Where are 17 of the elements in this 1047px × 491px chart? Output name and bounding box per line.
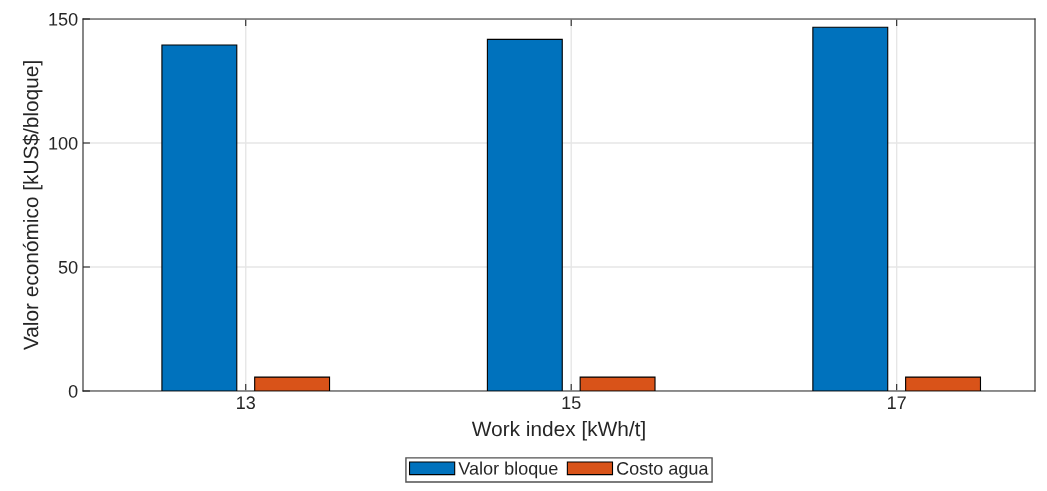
y-tick-label: 0 xyxy=(68,384,78,398)
y-tick-label: 150 xyxy=(49,12,78,26)
x-axis-title: Work index [kWh/t] xyxy=(471,421,645,441)
x-tick-label: 13 xyxy=(237,396,255,410)
bar xyxy=(812,26,889,391)
y-tick-label: 50 xyxy=(58,260,78,274)
x-tick-label: 15 xyxy=(562,396,581,410)
y-tick-label: 100 xyxy=(49,136,78,150)
bar xyxy=(486,38,563,391)
x-tick-label: 17 xyxy=(888,396,906,409)
y-axis-title: Valor económico [kUS$/bloque] xyxy=(22,61,43,351)
bar xyxy=(161,44,238,391)
legend-label: Valor bloque xyxy=(458,461,558,479)
bar xyxy=(905,376,982,391)
legend-label: Costo agua xyxy=(617,462,709,479)
bar xyxy=(579,376,656,391)
bar xyxy=(254,376,331,391)
